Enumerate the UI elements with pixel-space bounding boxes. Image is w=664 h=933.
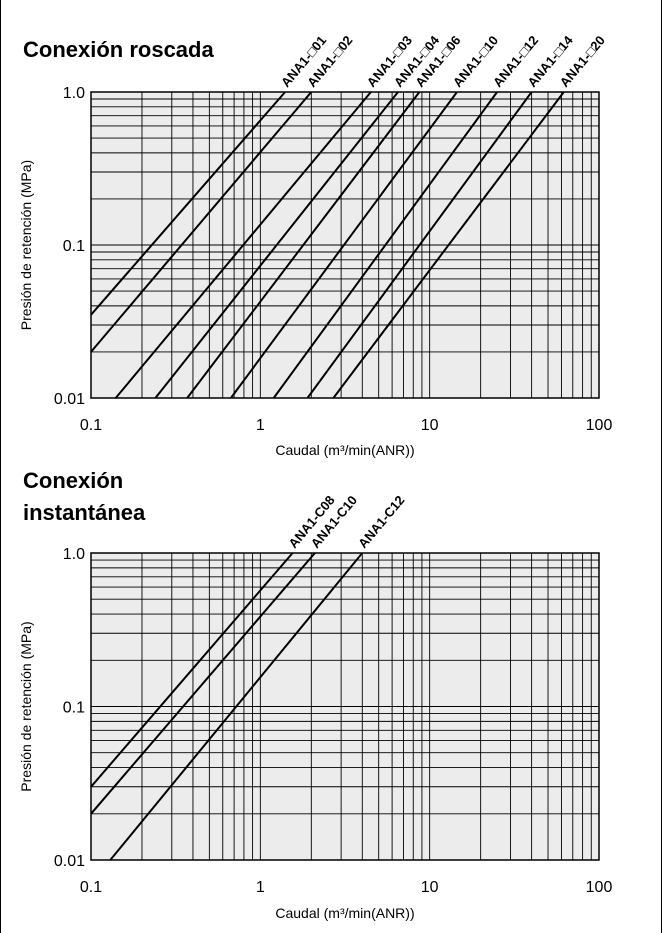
x-tick-label: 1: [256, 879, 265, 896]
x-tick-label: 0.1: [80, 879, 102, 896]
chart-1: Conexión roscada 0.1 1 10 100 1.0 0.1 0.01 Cauda…: [18, 32, 612, 458]
series-line: [154, 91, 399, 399]
series-line: [306, 91, 533, 399]
gridlines: [91, 92, 599, 398]
series-line: [272, 91, 498, 399]
plot-frame: [90, 91, 600, 399]
y-tick-label: 1.0: [63, 546, 85, 563]
x-tick-label: 100: [586, 417, 613, 434]
series-line: [109, 552, 364, 861]
series-line: [90, 552, 316, 815]
series-line: [90, 91, 286, 316]
y-tick-label: 0.01: [54, 853, 85, 870]
x-tick-label: 10: [421, 879, 439, 896]
series-line: [114, 91, 372, 399]
chart-2: Conexión instantánea 0.1 1 10 100 1.0 0.1 0.01 Ca…: [18, 468, 612, 921]
series-line: [230, 91, 458, 399]
series-line: [332, 91, 565, 399]
chart-title: Conexión roscada: [23, 37, 214, 62]
y-tick-label: 0.01: [54, 391, 85, 408]
chart-title-line: instantánea: [23, 500, 146, 525]
y-tick-label: 0.1: [63, 238, 85, 255]
y-axis-label: Presión de retención (MPa): [18, 160, 34, 330]
series-line: [186, 91, 421, 399]
y-tick-label: 0.1: [63, 700, 85, 717]
x-axis-label: Caudal (m³/min(ANR)): [275, 905, 414, 921]
x-tick-label: 100: [586, 879, 613, 896]
chart-title-line: Conexión: [23, 468, 123, 493]
y-axis-label: Presión de retención (MPa): [18, 621, 34, 791]
x-axis-label: Caudal (m³/min(ANR)): [275, 442, 414, 458]
series-line: [90, 91, 313, 353]
x-tick-label: 1: [256, 417, 265, 434]
plot-frame: [90, 552, 600, 861]
gridlines: [91, 553, 599, 860]
y-tick-label: 1.0: [63, 85, 85, 102]
x-tick-label: 0.1: [80, 417, 102, 434]
series-line: [90, 552, 294, 788]
series-label: ANA1-C12: [355, 493, 407, 551]
x-tick-label: 10: [421, 417, 439, 434]
